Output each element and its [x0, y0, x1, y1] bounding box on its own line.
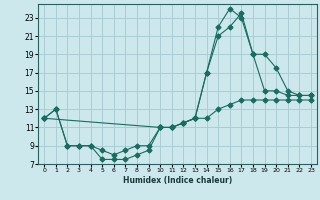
X-axis label: Humidex (Indice chaleur): Humidex (Indice chaleur)	[123, 176, 232, 185]
